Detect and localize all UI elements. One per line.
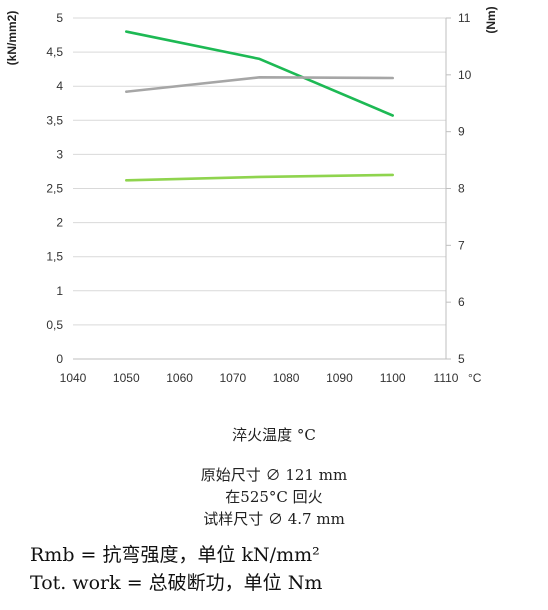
y-left-tick-label: 4,5	[46, 45, 63, 59]
y-right-tick-label: 6	[458, 295, 465, 309]
x-tick-label: 1040	[60, 371, 87, 385]
x-tick-label: 1050	[113, 371, 140, 385]
y-right-tick-label: 8	[458, 182, 465, 196]
y-left-tick-label: 1,5	[46, 250, 63, 264]
y-left-tick-label: 5	[56, 11, 63, 25]
x-tick-label: 1090	[326, 371, 353, 385]
note-rmb: Rmb = 抗弯强度，单位 kN/mm²	[30, 544, 320, 566]
tick-labels: 0 0,5 1 1,5 2 2,5 3 3,5 4 4,5 5 5 6 7 8 9 10 11 1040 1050 10…	[46, 11, 481, 385]
y-left-tick-label: 2,5	[46, 182, 63, 196]
series-lines	[125, 30, 395, 182]
y-right-tick-label: 11	[458, 11, 471, 25]
x-unit-label: °C	[468, 371, 482, 385]
y-right-tick-label: 10	[458, 68, 472, 82]
y-left-tick-label: 3	[56, 147, 63, 161]
y-axis-right-title: (Nm)	[484, 6, 498, 33]
y-left-tick-label: 0,5	[46, 318, 63, 332]
caption-specimen-size: 试样尺寸 ∅ 4.7 mm	[203, 510, 345, 528]
x-axis-title: 淬火温度 °C	[232, 426, 316, 444]
x-tick-label: 1110	[434, 371, 459, 385]
y-left-tick-label: 2	[56, 216, 63, 230]
y-right-tick-label: 5	[458, 352, 465, 366]
y-right-tick-label: 9	[458, 125, 465, 139]
grid-lines	[73, 17, 451, 360]
y-right-tick-label: 7	[458, 238, 465, 252]
chart: 0 0,5 1 1,5 2 2,5 3 3,5 4 4,5 5 5 6 7 8 9 10 11 1040 1050 10…	[5, 6, 498, 385]
y-left-tick-label: 0	[56, 352, 63, 366]
x-tick-label: 1060	[166, 371, 193, 385]
caption-tempering: 在525°C 回火	[225, 488, 323, 506]
y-axis-left-title: (kN/mm2)	[5, 11, 19, 66]
y-left-tick-label: 1	[56, 284, 63, 298]
x-tick-label: 1080	[273, 371, 300, 385]
series-line	[125, 173, 395, 182]
y-left-tick-label: 3,5	[46, 113, 63, 127]
caption-original-size: 原始尺寸 ∅ 121 mm	[200, 466, 348, 484]
series-line	[125, 76, 395, 93]
series-line	[125, 30, 395, 117]
note-total-work: Tot. work = 总破断功，单位 Nm	[30, 572, 323, 594]
x-tick-label: 1070	[220, 371, 247, 385]
x-tick-label: 1100	[380, 371, 406, 385]
y-left-tick-label: 4	[56, 79, 63, 93]
